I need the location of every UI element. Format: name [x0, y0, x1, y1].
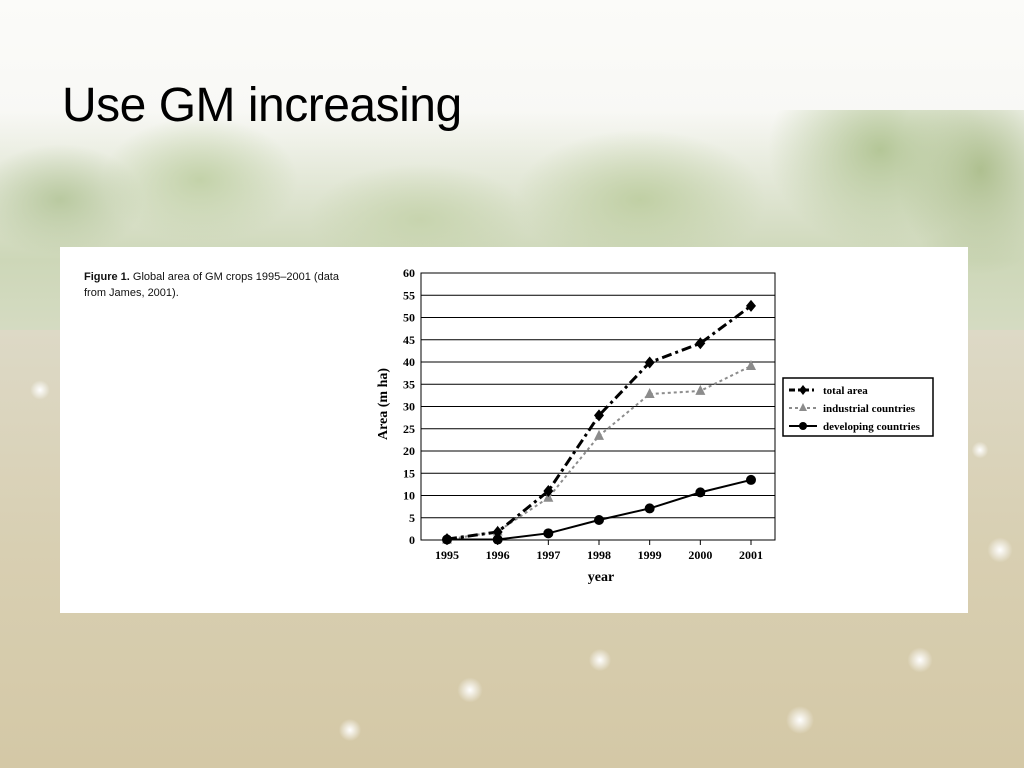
point-developing-countries-1995: [442, 534, 452, 545]
x-tick-1997: 1997: [536, 548, 560, 562]
x-tick-1999: 1999: [638, 548, 662, 562]
point-developing-countries-1999: [644, 503, 655, 514]
point-total-area-1999: [644, 356, 655, 369]
y-tick-0: 0: [409, 533, 415, 547]
caption-text: Global area of GM crops 1995–2001 (data …: [84, 271, 339, 299]
point-total-area-1997: [543, 485, 554, 498]
y-tick-45: 45: [403, 333, 415, 347]
point-developing-countries-2001: [746, 474, 756, 485]
y-axis-label: Area (m ha): [376, 368, 391, 440]
point-developing-countries-1996: [492, 534, 503, 545]
x-axis-label: year: [588, 570, 614, 585]
point-industrial-countries-2000: [695, 384, 706, 395]
caption-label: Figure 1.: [84, 271, 130, 283]
y-tick-20: 20: [403, 444, 415, 458]
x-tick-2001: 2001: [739, 548, 763, 562]
y-tick-50: 50: [403, 311, 415, 325]
grid-lines: [420, 272, 776, 545]
point-industrial-countries-2001: [746, 360, 756, 371]
point-industrial-countries-1999: [644, 388, 655, 399]
legend-marker-developing-countries: [799, 422, 807, 430]
point-total-area-2001: [746, 299, 756, 312]
chart-legend: total area industrial countries developing…: [782, 377, 934, 437]
point-developing-countries-1997: [543, 528, 554, 539]
slide-title: Use GM increasing: [62, 79, 462, 132]
legend-marker-total-area: [799, 385, 807, 395]
y-tick-30: 30: [403, 400, 415, 414]
legend-marker-industrial-countries: [799, 403, 807, 411]
y-tick-labels: 0 5 10 15 20 25 30 35 40 45 50 55 60: [403, 266, 415, 547]
y-tick-60: 60: [403, 266, 415, 280]
series-markers: [442, 299, 756, 546]
figure-caption: Figure 1. Global area of GM crops 1995–2…: [84, 269, 354, 301]
point-total-area-1996: [492, 525, 503, 538]
y-tick-25: 25: [403, 422, 415, 436]
legend-label-total-area: total area: [823, 385, 868, 397]
y-tick-40: 40: [403, 355, 415, 369]
legend-label-industrial-countries: industrial countries: [823, 403, 916, 415]
point-total-area-2000: [695, 337, 706, 350]
x-tick-1995: 1995: [435, 548, 459, 562]
point-developing-countries-2000: [695, 487, 706, 498]
x-tick-labels: 1995 1996 1997 1998 1999 2000 2001: [435, 548, 763, 562]
point-industrial-countries-1998: [594, 429, 604, 440]
y-tick-55: 55: [403, 288, 415, 302]
point-total-area-1998: [594, 409, 604, 422]
legend-label-developing-countries: developing countries: [823, 421, 921, 433]
x-tick-2000: 2000: [688, 548, 712, 562]
y-tick-10: 10: [403, 489, 415, 503]
x-tick-1996: 1996: [486, 548, 510, 562]
point-developing-countries-1998: [594, 514, 604, 525]
figure-panel: Figure 1. Global area of GM crops 1995–2…: [60, 247, 968, 613]
x-tick-1998: 1998: [587, 548, 611, 562]
y-tick-15: 15: [403, 466, 415, 480]
y-tick-35: 35: [403, 377, 415, 391]
y-tick-5: 5: [409, 511, 415, 525]
